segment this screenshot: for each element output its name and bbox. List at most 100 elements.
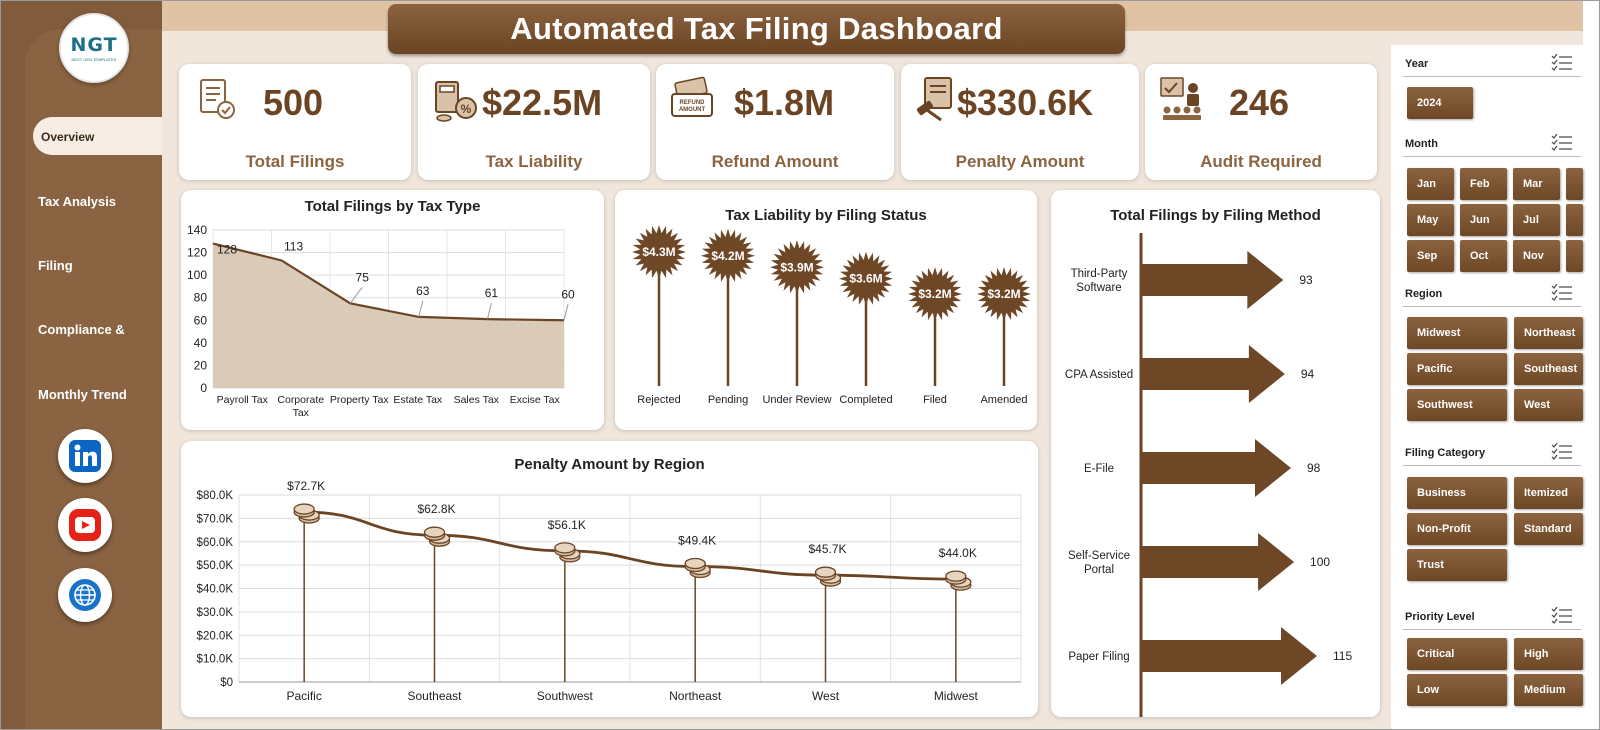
filter-option-filing-category[interactable]: Business <box>1407 477 1507 509</box>
y-tick-label: Third-Party <box>1071 268 1128 280</box>
multi-select-icon[interactable] <box>1551 54 1573 72</box>
tax-calculator-icon: % <box>435 81 477 122</box>
coin <box>814 566 837 578</box>
data-label: $4.2M <box>711 249 744 263</box>
filter-option-priority[interactable]: High <box>1514 638 1583 670</box>
data-label: 93 <box>1299 273 1313 287</box>
filter-option-month[interactable]: Jun <box>1460 204 1507 236</box>
y-tick-label: $70.0K <box>197 513 234 525</box>
chart-card-filings-by-method: Total Filings by Filing Method 93 Third-P… <box>1051 190 1380 717</box>
data-label: $72.7K <box>287 479 325 493</box>
y-tick-label: $20.0K <box>197 630 234 642</box>
filter-option-priority[interactable]: Low <box>1407 674 1507 706</box>
coin-stack-marker <box>684 557 711 579</box>
multi-select-icon[interactable] <box>1551 607 1573 625</box>
y-tick-label: 20 <box>194 358 208 372</box>
filter-option-filing-category[interactable]: Non-Profit <box>1407 513 1507 545</box>
sidebar-item-monthly-trend[interactable]: Monthly Trend <box>38 387 127 402</box>
check-mark <box>1551 284 1558 289</box>
filter-option-month[interactable]: Nov <box>1513 240 1560 272</box>
filter-option-region[interactable]: Midwest <box>1407 317 1507 349</box>
leader-line <box>486 303 492 320</box>
check-mark <box>1551 607 1558 612</box>
data-label: 60 <box>561 287 575 301</box>
kpi-label: Tax Liability <box>485 152 583 171</box>
filing-checklist-icon <box>200 79 235 119</box>
linkedin-button[interactable] <box>58 429 112 483</box>
data-label: 63 <box>416 284 430 298</box>
sidebar-item-tax-analysis[interactable]: Tax Analysis <box>38 194 117 209</box>
filter-option-month[interactable]: May <box>1407 204 1454 236</box>
filter-option-month[interactable]: Feb <box>1460 168 1507 200</box>
data-label: 98 <box>1307 461 1321 475</box>
filter-option-month[interactable]: Sep <box>1407 240 1454 272</box>
area-chart: 0 20 40 60 80 100 120 140 128 113 75 63 61 60 Payroll … <box>187 223 575 419</box>
sidebar-item-overview[interactable]: Overview <box>41 130 95 144</box>
chart-title: Total Filings by Tax Type <box>304 198 481 215</box>
filter-option-region[interactable]: West <box>1514 389 1583 421</box>
check-mark <box>1551 443 1558 448</box>
arrow-bar <box>1141 251 1284 309</box>
x-tick-label: Pacific <box>286 689 321 703</box>
filter-option-month[interactable]: Mar <box>1513 168 1560 200</box>
starburst-marker <box>701 228 755 283</box>
chart-card-penalty-by-region: Penalty Amount by Region $0 $10.0K $20.0K $… <box>181 441 1038 717</box>
filter-divider <box>1403 306 1581 307</box>
check-mark <box>1551 59 1558 65</box>
coin <box>684 557 706 570</box>
y-tick-label: $40.0K <box>197 584 234 596</box>
x-tick-label: Corporate <box>277 394 324 406</box>
data-label: 100 <box>1310 555 1330 569</box>
filter-option-filing-category[interactable]: Standard <box>1514 513 1583 545</box>
filter-option-filing-category[interactable]: Itemized <box>1514 477 1583 509</box>
filter-option-month-clipped[interactable] <box>1566 168 1583 200</box>
filter-option-region[interactable]: Southeast <box>1514 353 1583 385</box>
filter-option-filing-category[interactable]: Trust <box>1407 549 1507 581</box>
filter-option-priority[interactable]: Medium <box>1514 674 1583 706</box>
website-button[interactable] <box>58 568 112 622</box>
x-tick-label: Completed <box>839 394 892 406</box>
filter-option-priority[interactable]: Critical <box>1407 638 1507 670</box>
filter-option-month[interactable]: Oct <box>1460 240 1507 272</box>
filter-option-month-clipped[interactable] <box>1566 204 1583 236</box>
filter-divider <box>1403 156 1581 157</box>
filter-panel <box>1391 45 1583 729</box>
kpi-card-total-filings: 500 Total Filings <box>179 64 411 180</box>
y-tick-label: Paper Filing <box>1068 651 1129 663</box>
data-label: 115 <box>1333 649 1352 663</box>
leader-line <box>563 304 569 321</box>
filter-label-month: Month <box>1405 138 1438 150</box>
filter-option-month-clipped[interactable] <box>1566 240 1583 272</box>
y-tick-label: CPA Assisted <box>1065 369 1133 381</box>
leader-line <box>418 300 424 318</box>
svg-text:%: % <box>461 102 472 116</box>
data-label: $3.9M <box>780 260 813 274</box>
filter-option-region[interactable]: Pacific <box>1407 353 1507 385</box>
y-tick-label: 80 <box>194 291 208 305</box>
coin <box>945 570 967 582</box>
multi-select-icon[interactable] <box>1551 284 1573 302</box>
filter-option-region[interactable]: Northeast <box>1514 317 1583 349</box>
gavel-penalty-icon <box>916 77 952 122</box>
multi-select-icon[interactable] <box>1551 134 1573 152</box>
filter-option-month[interactable]: Jul <box>1513 204 1560 236</box>
data-label: $3.2M <box>987 287 1020 301</box>
coin-stack-marker <box>814 566 842 587</box>
filter-option-month[interactable]: Jan <box>1407 168 1454 200</box>
check-mark <box>1551 65 1558 71</box>
kpi-label: Audit Required <box>1200 152 1322 171</box>
youtube-button[interactable] <box>58 498 112 552</box>
filter-option-year[interactable]: 2024 <box>1407 87 1473 119</box>
check-mark <box>1551 618 1558 624</box>
sidebar-item-filing[interactable]: Filing <box>38 258 73 273</box>
sidebar-item-compliance[interactable]: Compliance & <box>38 322 125 337</box>
chart-card-filings-by-tax-type: Total Filings by Tax Type 0 20 40 60 80 100 12… <box>181 190 604 430</box>
multi-select-icon[interactable] <box>1551 443 1573 461</box>
x-tick-label: Northeast <box>669 689 722 703</box>
data-label: $44.0K <box>939 546 977 560</box>
data-label: $3.6M <box>849 272 882 286</box>
check-mark <box>1551 295 1558 301</box>
series-line <box>212 242 565 322</box>
logo-text: NGT <box>70 34 118 56</box>
filter-option-region[interactable]: Southwest <box>1407 389 1507 421</box>
